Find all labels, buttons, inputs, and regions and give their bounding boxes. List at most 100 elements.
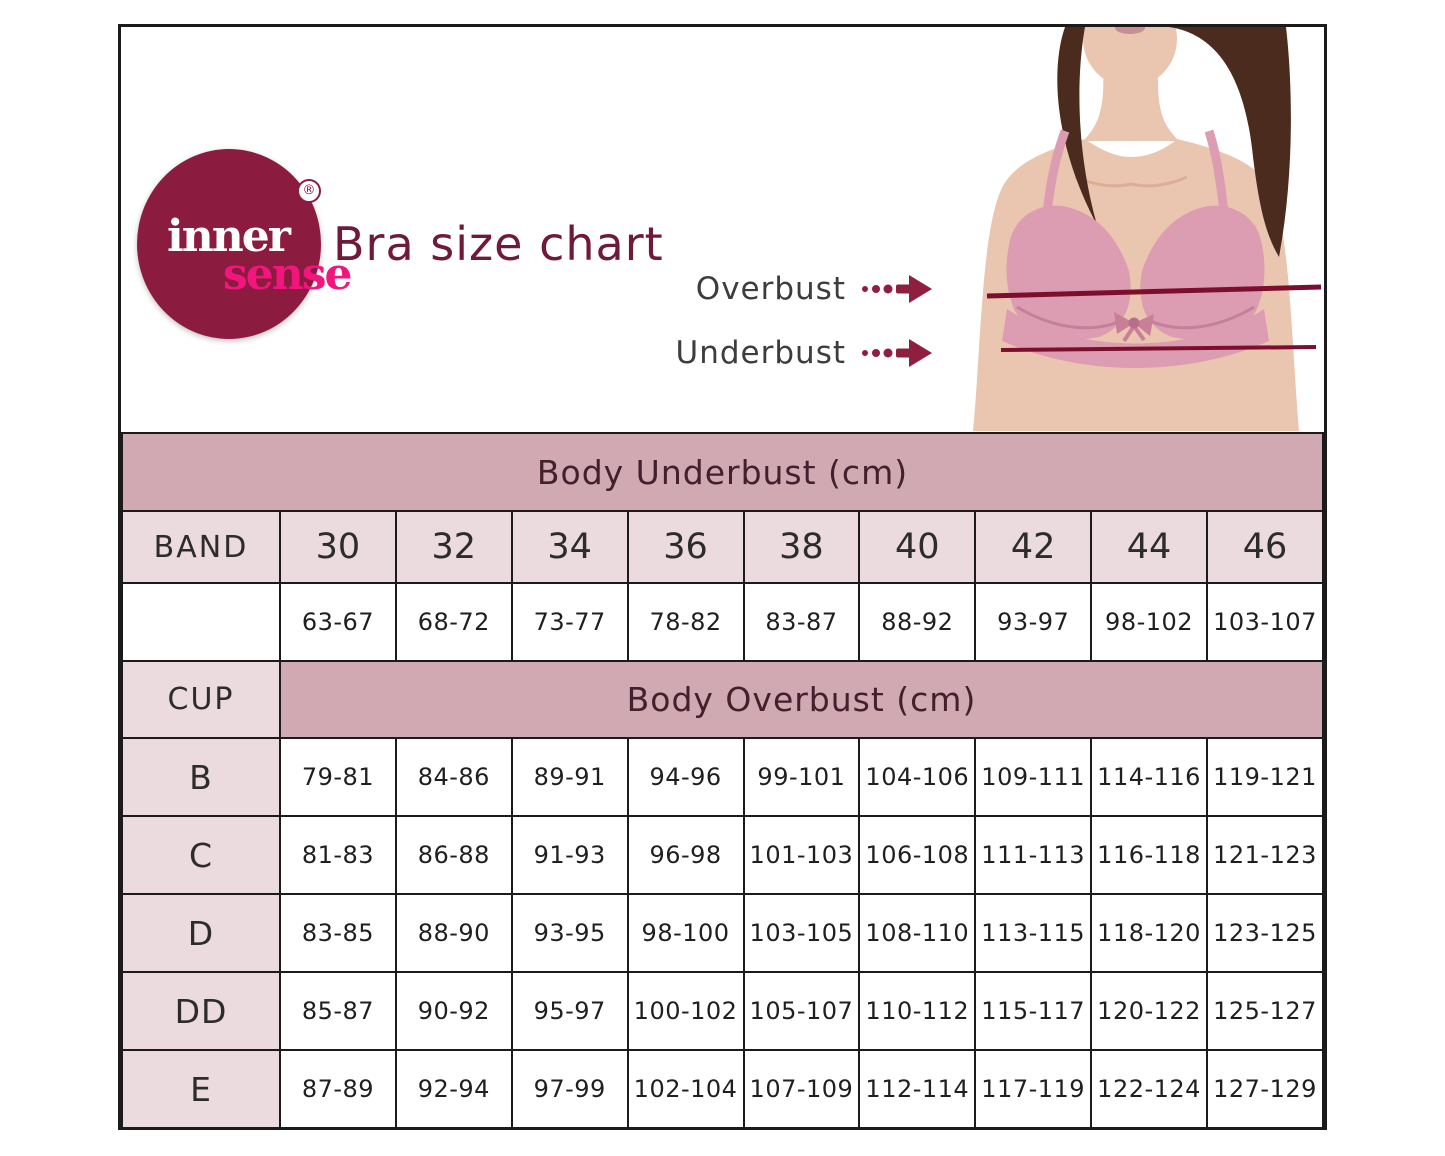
overbust-range-cell: 110-112 xyxy=(858,971,977,1051)
overbust-range-cell: 109-111 xyxy=(974,737,1093,817)
overbust-range-cell: 105-107 xyxy=(742,971,861,1051)
bra-size-table: Body Underbust (cm) BAND 30 32 34 36 38 40 42 44… xyxy=(121,432,1324,1129)
overbust-range-cell: 83-85 xyxy=(279,893,397,973)
overbust-range-cell: 115-117 xyxy=(974,971,1093,1051)
underbust-range-cell: 103-107 xyxy=(1206,582,1324,662)
underbust-range-cell: 68-72 xyxy=(394,582,513,662)
overbust-range-cell: 87-89 xyxy=(279,1049,397,1129)
overbust-range-cell: 97-99 xyxy=(510,1049,629,1129)
bra-model-illustration xyxy=(973,27,1322,431)
overbust-range-cell: 95-97 xyxy=(510,971,629,1051)
dotted-arrow-right-icon xyxy=(862,339,932,367)
overbust-label: Overbust xyxy=(695,271,846,307)
overbust-range-cell: 99-101 xyxy=(742,737,861,817)
overbust-range-cell: 121-123 xyxy=(1206,815,1324,895)
underbust-header-row: Body Underbust (cm) xyxy=(121,432,1324,512)
overbust-range-cell: 91-93 xyxy=(510,815,629,895)
overbust-range-cell: 112-114 xyxy=(858,1049,977,1129)
band-size-cell: 32 xyxy=(394,510,513,584)
underbust-range-cell: 98-102 xyxy=(1090,582,1208,662)
band-size-cell: 30 xyxy=(279,510,397,584)
overbust-header-cell: Body Overbust (cm) xyxy=(279,660,1324,739)
brand-name-top: inner xyxy=(167,211,291,262)
cup-row: C 81-83 86-88 91-93 96-98 101-103 106-108 111-1… xyxy=(121,815,1324,895)
overbust-range-cell: 100-102 xyxy=(626,971,745,1051)
overbust-range-cell: 81-83 xyxy=(279,815,397,895)
empty-cell xyxy=(121,582,281,662)
overbust-range-cell: 111-113 xyxy=(974,815,1093,895)
underbust-callout: Underbust xyxy=(676,335,934,371)
band-size-cell: 36 xyxy=(626,510,745,584)
underbust-range-cell: 88-92 xyxy=(858,582,977,662)
cup-row: D 83-85 88-90 93-95 98-100 103-105 108-110 113-… xyxy=(121,893,1324,973)
registered-trademark-icon: ® xyxy=(297,179,321,203)
overbust-range-cell: 84-86 xyxy=(394,737,513,817)
overbust-range-cell: 89-91 xyxy=(510,737,629,817)
cup-letter-cell: DD xyxy=(121,971,281,1051)
overbust-range-cell: 88-90 xyxy=(394,893,513,973)
band-label-cell: BAND xyxy=(121,510,281,584)
overbust-range-cell: 101-103 xyxy=(742,815,861,895)
cup-letter-cell: D xyxy=(121,893,281,973)
underbust-label: Underbust xyxy=(675,335,846,371)
overbust-range-cell: 90-92 xyxy=(394,971,513,1051)
band-size-cell: 42 xyxy=(974,510,1093,584)
cup-letter-cell: B xyxy=(121,737,281,817)
underbust-range-cell: 73-77 xyxy=(510,582,629,662)
overbust-range-cell: 117-119 xyxy=(974,1049,1093,1129)
overbust-range-cell: 123-125 xyxy=(1206,893,1324,973)
cup-row: E 87-89 92-94 97-99 102-104 107-109 112-114 117… xyxy=(121,1049,1324,1129)
dotted-arrow-right-icon xyxy=(862,275,932,303)
overbust-range-cell: 92-94 xyxy=(394,1049,513,1129)
cup-letter-cell: E xyxy=(121,1049,281,1129)
cup-rows: B 79-81 84-86 89-91 94-96 99-101 104-106 109-11… xyxy=(121,737,1324,1129)
overbust-range-cell: 79-81 xyxy=(279,737,397,817)
cup-label-cell: CUP xyxy=(121,660,281,739)
overbust-callout: Overbust xyxy=(696,271,934,307)
overbust-range-cell: 118-120 xyxy=(1090,893,1208,973)
overbust-range-cell: 98-100 xyxy=(626,893,745,973)
cup-row: DD 85-87 90-92 95-97 100-102 105-107 110-112 11… xyxy=(121,971,1324,1051)
overbust-range-cell: 94-96 xyxy=(626,737,745,817)
underbust-range-cell: 78-82 xyxy=(626,582,745,662)
cup-letter-cell: C xyxy=(121,815,281,895)
overbust-range-cell: 85-87 xyxy=(279,971,397,1051)
overbust-range-cell: 86-88 xyxy=(394,815,513,895)
band-row: BAND 30 32 34 36 38 40 42 44 46 xyxy=(121,510,1324,584)
cup-row: B 79-81 84-86 89-91 94-96 99-101 104-106 109-11… xyxy=(121,737,1324,817)
band-size-cell: 44 xyxy=(1090,510,1208,584)
band-size-cell: 46 xyxy=(1206,510,1324,584)
underbust-range-cell: 83-87 xyxy=(742,582,861,662)
overbust-range-cell: 103-105 xyxy=(742,893,861,973)
overbust-range-cell: 116-118 xyxy=(1090,815,1208,895)
overbust-range-cell: 125-127 xyxy=(1206,971,1324,1051)
model-photo xyxy=(947,27,1324,431)
band-size-cell: 38 xyxy=(742,510,861,584)
brand-name-bottom: sense xyxy=(223,249,353,300)
underbust-range-cell: 63-67 xyxy=(279,582,397,662)
overbust-header-row: CUP Body Overbust (cm) xyxy=(121,660,1324,739)
overbust-range-cell: 113-115 xyxy=(974,893,1093,973)
overbust-range-cell: 127-129 xyxy=(1206,1049,1324,1129)
underbust-header-cell: Body Underbust (cm) xyxy=(121,432,1324,512)
overbust-line xyxy=(986,284,1322,299)
band-size-cell: 34 xyxy=(510,510,629,584)
brand-logo: inner sense ® xyxy=(137,149,353,339)
band-size-cell: 40 xyxy=(858,510,977,584)
underbust-range-row: 63-67 68-72 73-77 78-82 83-87 88-92 93-97 98-10… xyxy=(121,582,1324,662)
underbust-range-cell: 93-97 xyxy=(974,582,1093,662)
overbust-range-cell: 108-110 xyxy=(858,893,977,973)
header: inner sense ® Bra size chart Overbust Un… xyxy=(121,27,1324,432)
overbust-range-cell: 114-116 xyxy=(1090,737,1208,817)
size-chart-panel: inner sense ® Bra size chart Overbust Un… xyxy=(118,24,1327,1130)
overbust-range-cell: 93-95 xyxy=(510,893,629,973)
overbust-range-cell: 96-98 xyxy=(626,815,745,895)
overbust-range-cell: 120-122 xyxy=(1090,971,1208,1051)
underbust-line xyxy=(1000,345,1317,352)
overbust-range-cell: 107-109 xyxy=(742,1049,861,1129)
overbust-range-cell: 104-106 xyxy=(858,737,977,817)
overbust-range-cell: 106-108 xyxy=(858,815,977,895)
page-title: Bra size chart xyxy=(333,217,664,271)
overbust-range-cell: 119-121 xyxy=(1206,737,1324,817)
